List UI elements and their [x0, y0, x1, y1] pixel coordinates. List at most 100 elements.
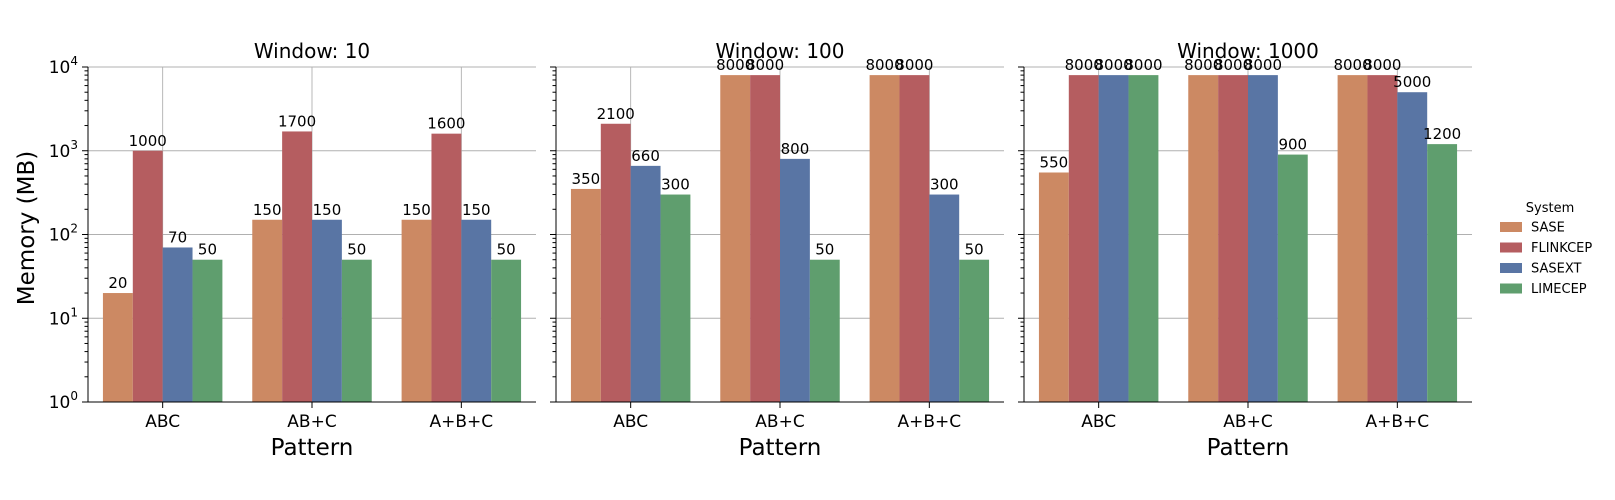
bar-flinkcep-abpc	[1218, 75, 1248, 402]
y-tick-label: 101	[49, 305, 78, 329]
bar-value-label: 350	[572, 170, 601, 188]
bar-sase-apbpc	[869, 75, 900, 402]
bar-sase-abc	[570, 188, 601, 402]
bar-value-label: 50	[198, 241, 217, 259]
bar-value-label: 550	[1040, 153, 1069, 171]
bar-flinkcep-abc	[132, 150, 163, 402]
bar-value-label: 800	[781, 140, 810, 158]
bar-value-label: 8000	[1214, 56, 1252, 74]
bar-limecep-apbpc	[491, 259, 522, 402]
bar-sase-abpc	[720, 75, 751, 402]
x-tick-label: ABC	[145, 412, 180, 432]
bar-limecep-apbpc	[1427, 144, 1458, 402]
bar-value-label: 8000	[1333, 56, 1371, 74]
x-tick-label: ABC	[1081, 412, 1116, 432]
legend-label-flinkcep: FLINKCEP	[1531, 241, 1592, 256]
legend-swatch-limecep	[1500, 283, 1522, 294]
bar-value-label: 8000	[1124, 56, 1162, 74]
bar-value-label: 20	[108, 274, 127, 292]
bar-sasext-abc	[1098, 75, 1129, 402]
bar-sasext-apbpc	[929, 194, 960, 402]
x-tick-label: AB+C	[287, 412, 336, 432]
bar-value-label: 660	[631, 147, 660, 165]
y-tick-label: 103	[49, 138, 78, 162]
bar-value-label: 8000	[1244, 56, 1282, 74]
bar-sasext-abpc	[1248, 75, 1278, 402]
bar-value-label: 1000	[129, 132, 167, 150]
x-axis-title: Pattern	[739, 435, 822, 461]
bar-sasext-apbpc	[1397, 92, 1428, 402]
bar-flinkcep-apbpc	[899, 75, 930, 402]
bar-value-label: 8000	[1065, 56, 1103, 74]
bar-limecep-apbpc	[959, 259, 990, 402]
legend-label-sase: SASE	[1531, 221, 1565, 236]
bar-value-label: 1200	[1423, 125, 1461, 143]
bar-sase-abc	[1038, 172, 1069, 402]
legend-label-limecep: LIMECEP	[1531, 282, 1587, 297]
legend-swatch-flinkcep	[1500, 242, 1522, 253]
bar-value-label: 150	[462, 201, 491, 219]
bar-sase-abc	[102, 293, 133, 402]
bar-sase-apbpc	[401, 219, 432, 402]
bar-sasext-abpc	[312, 219, 342, 402]
x-axis-title: Pattern	[1207, 435, 1290, 461]
bar-value-label: 5000	[1393, 73, 1431, 91]
bar-sase-apbpc	[1337, 75, 1368, 402]
bar-value-label: 8000	[865, 56, 903, 74]
x-tick-label: AB+C	[755, 412, 804, 432]
bar-value-label: 8000	[1184, 56, 1222, 74]
panel-title: Window: 100	[715, 39, 844, 63]
x-tick-label: A+B+C	[898, 412, 962, 432]
bar-value-label: 1600	[427, 115, 465, 133]
x-tick-label: A+B+C	[430, 412, 494, 432]
bar-limecep-abc	[1128, 75, 1159, 402]
bar-sasext-abc	[630, 165, 661, 402]
y-axis-title: Memory (MB)	[14, 151, 40, 305]
bar-sase-abpc	[1188, 75, 1219, 402]
bar-limecep-abc	[192, 259, 223, 402]
bar-value-label: 8000	[895, 56, 933, 74]
bar-flinkcep-abpc	[750, 75, 780, 402]
panel-title: Window: 1000	[1177, 39, 1319, 63]
x-tick-label: ABC	[613, 412, 648, 432]
legend-swatch-sase	[1500, 222, 1522, 232]
bar-value-label: 300	[661, 176, 690, 194]
bar-value-label: 8000	[1095, 56, 1133, 74]
bar-sasext-abc	[162, 247, 193, 402]
bar-value-label: 900	[1278, 136, 1307, 154]
bar-limecep-abpc	[809, 259, 840, 402]
legend-label-sasext: SASEXT	[1531, 262, 1582, 277]
bar-value-label: 150	[253, 201, 282, 219]
y-tick-label: 102	[49, 222, 78, 246]
panel-1: 20 150 150 1000 1700 1600 70 150 150 50 50 50 100 101…	[49, 39, 536, 461]
bar-limecep-abc	[660, 194, 691, 402]
bar-value-label: 8000	[1363, 56, 1401, 74]
bar-value-label: 2100	[597, 105, 635, 123]
y-tick-label: 100	[49, 389, 78, 413]
bar-value-label: 150	[402, 201, 431, 219]
bar-value-label: 300	[930, 176, 959, 194]
bar-flinkcep-abc	[1068, 75, 1099, 402]
bar-flinkcep-abpc	[282, 131, 312, 403]
panel-title: Window: 10	[254, 39, 370, 63]
bar-value-label: 50	[815, 241, 834, 259]
x-axis-title: Pattern	[271, 435, 354, 461]
bar-value-label: 8000	[716, 56, 754, 74]
bar-flinkcep-apbpc	[431, 133, 462, 402]
bar-value-label: 70	[168, 228, 187, 246]
legend-title: System	[1526, 201, 1574, 216]
bar-limecep-abpc	[1277, 154, 1308, 402]
legend-swatch-sasext	[1500, 263, 1522, 273]
bar-value-label: 50	[965, 241, 984, 259]
bar-flinkcep-apbpc	[1367, 75, 1398, 402]
bar-limecep-abpc	[341, 259, 372, 402]
bar-sase-abpc	[252, 219, 283, 402]
panels: 20 150 150 1000 1700 1600 70 150 150 50 50 50 100 101…	[49, 39, 1472, 461]
bar-value-label: 50	[497, 241, 516, 259]
bar-flinkcep-abc	[600, 123, 631, 403]
bar-sasext-apbpc	[461, 219, 492, 402]
bar-sasext-abpc	[780, 158, 810, 402]
